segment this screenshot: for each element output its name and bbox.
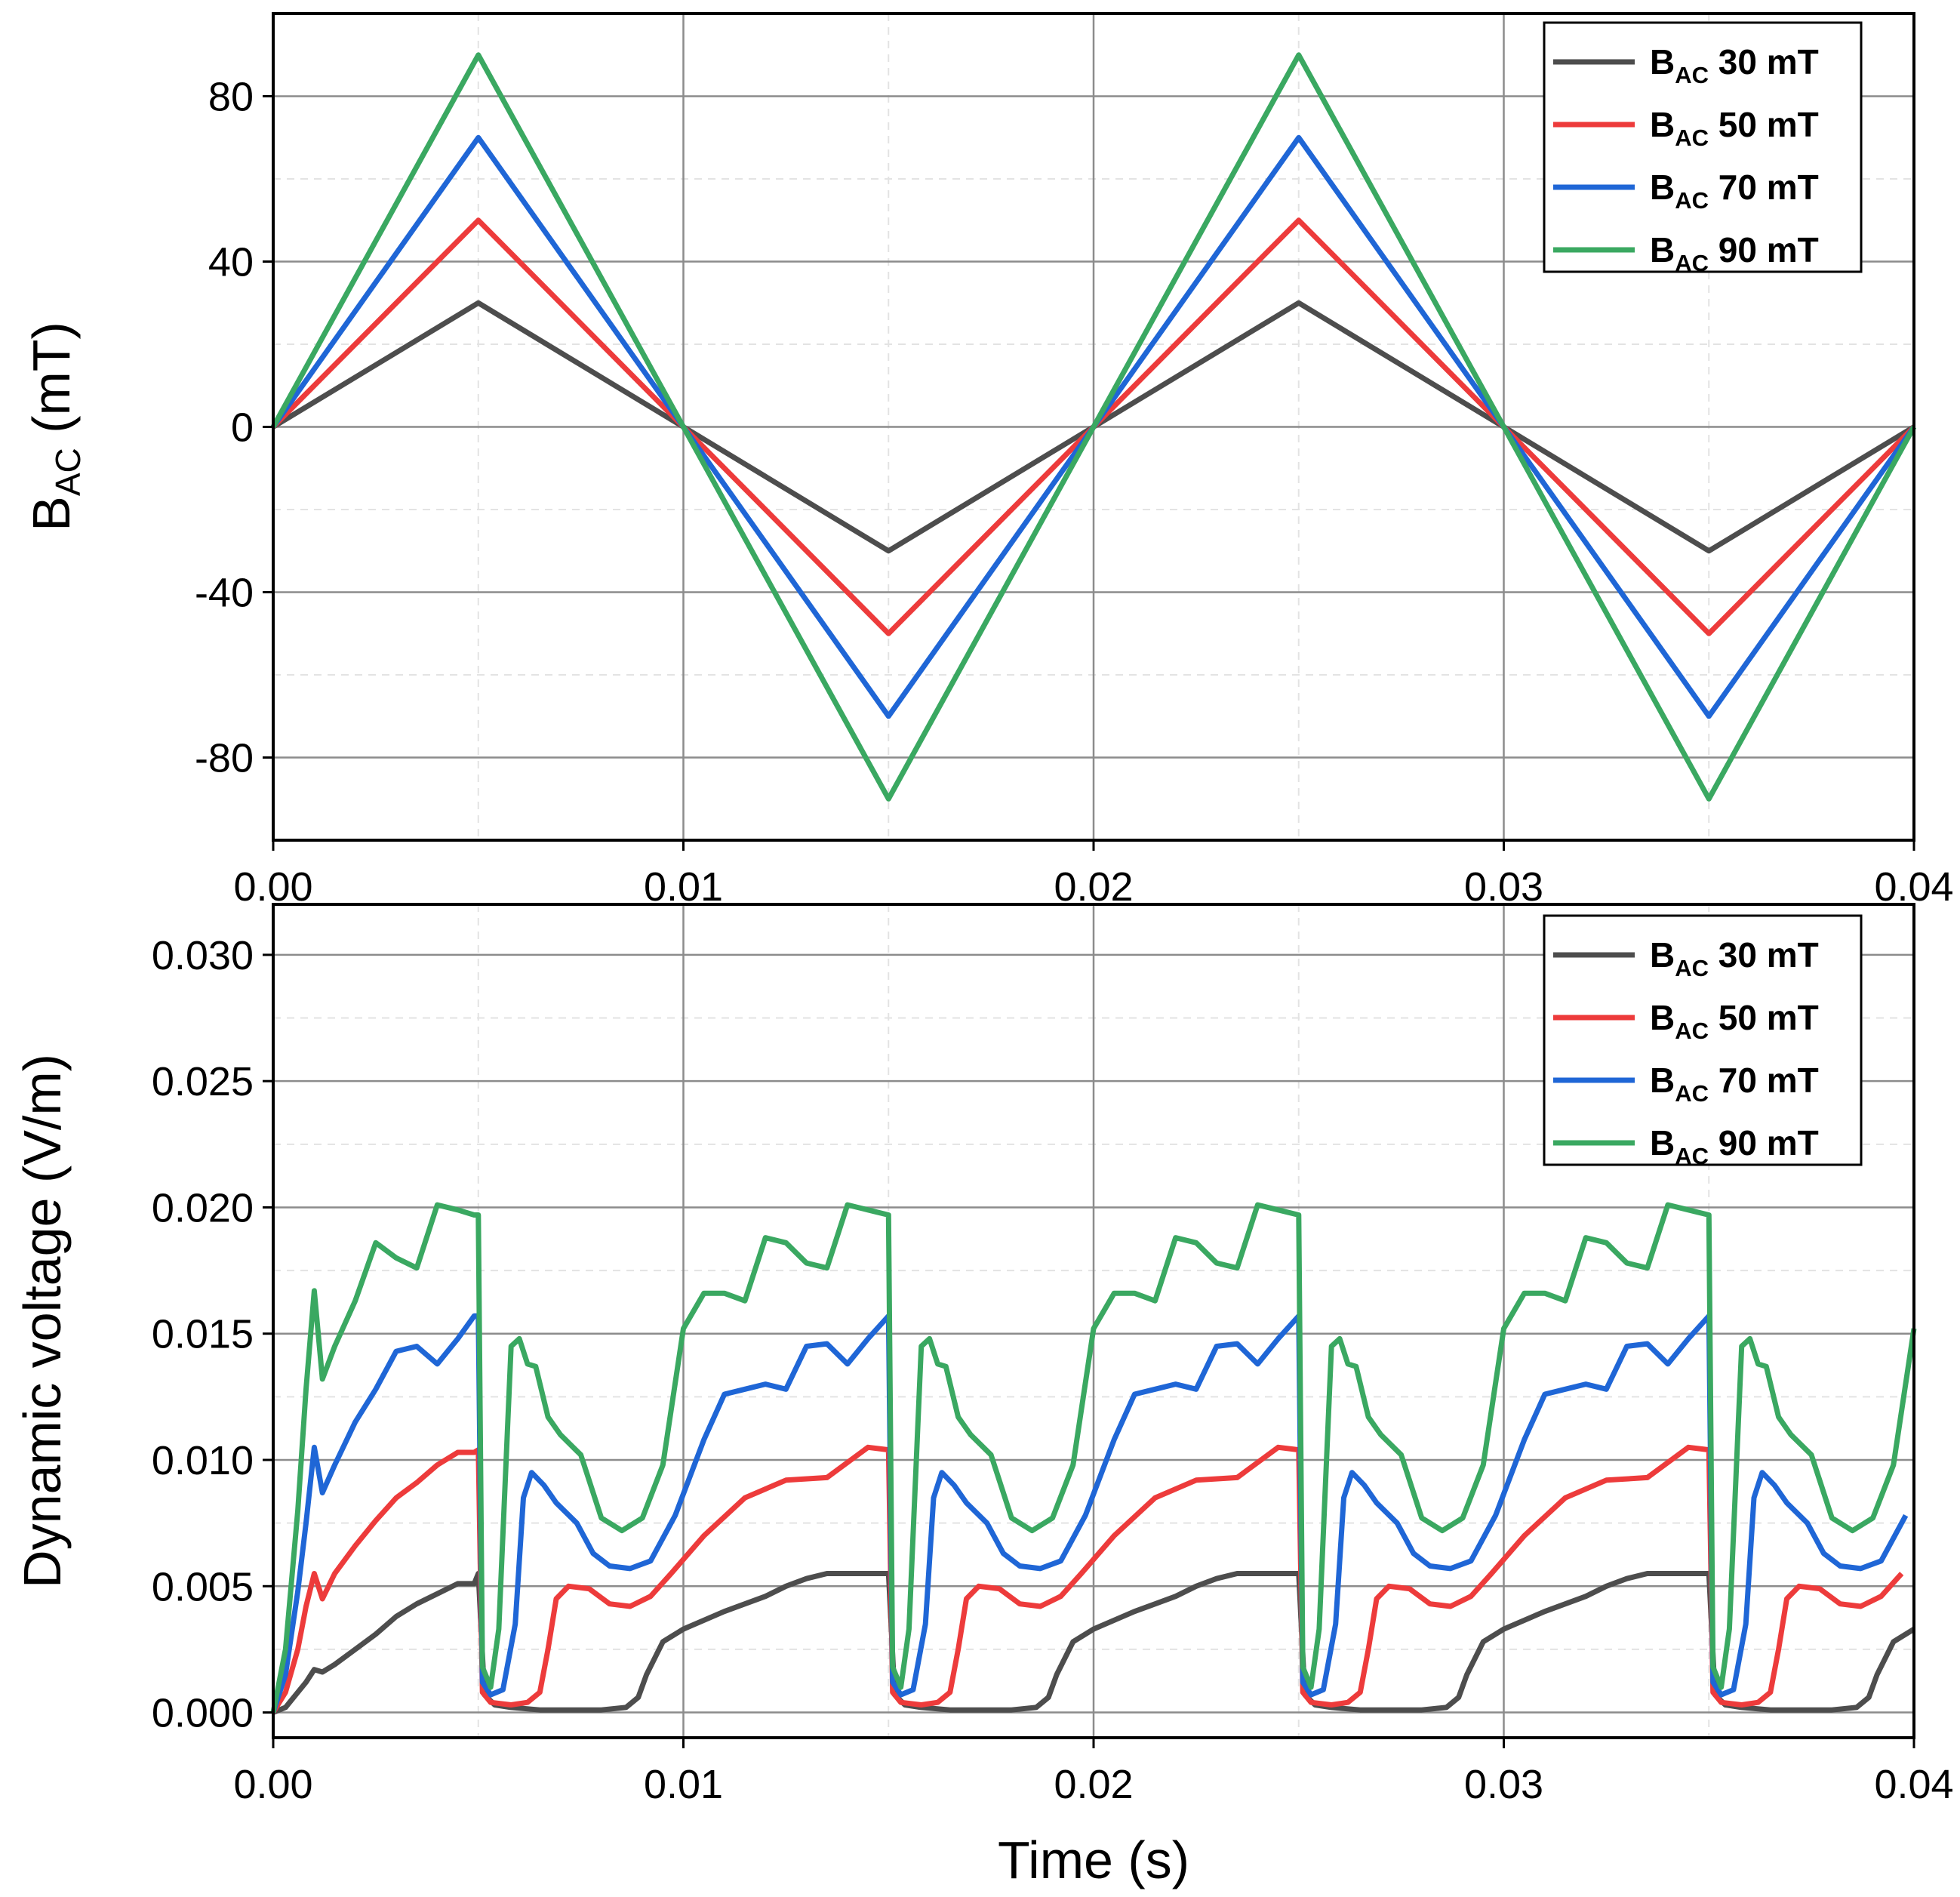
x-tick-label: 0.03 [1464, 864, 1543, 910]
x-tick-label: 0.04 [1874, 864, 1953, 910]
y-tick-label: 0.030 [152, 933, 254, 978]
y-tick-label: 0.025 [152, 1059, 254, 1104]
y-tick-label: 40 [208, 240, 254, 285]
legend-entry: BAC 30 mT [1650, 42, 1819, 88]
y-tick-label: -40 [195, 571, 254, 616]
y-tick-label: 0 [231, 405, 254, 451]
x-tick-label: 0.03 [1464, 1762, 1543, 1807]
x-tick-label: 0.01 [644, 864, 723, 910]
top-legend: BAC 30 mT BAC 50 mT BAC 70 mT BAC 90 mT [1543, 21, 1863, 276]
series-line-90-mT [270, 1202, 1917, 1714]
top-y-axis-title: BAC (mT) [22, 322, 88, 531]
top-series-lines [270, 52, 1917, 802]
top-y-axis-title-main: B [22, 496, 81, 531]
series-line-90-mT [270, 52, 1917, 802]
bottom-x-tick-labels: 0.00 0.01 0.02 0.03 0.04 [233, 1738, 1954, 1807]
x-tick-label: 0.02 [1054, 864, 1133, 910]
legend-entry: BAC 90 mT [1650, 230, 1819, 276]
bottom-chart-panel: 0.030 0.025 0.020 0.015 0.010 0.005 0.000 0.00… [13, 903, 1954, 1889]
bottom-y-axis-title: Dynamic voltage (V/m) [13, 1054, 72, 1588]
legend-entry: BAC 30 mT [1650, 935, 1819, 981]
x-tick-label: 0.01 [644, 1762, 723, 1807]
y-tick-label: -80 [195, 736, 254, 781]
y-tick-label: 0.010 [152, 1438, 254, 1483]
top-y-axis-title-unit: (mT) [22, 322, 81, 448]
x-tick-label: 0.02 [1054, 1762, 1133, 1807]
x-axis-title: Time (s) [998, 1831, 1189, 1889]
legend-entry: BAC 90 mT [1650, 1123, 1819, 1169]
legend-entry: BAC 50 mT [1650, 998, 1819, 1044]
top-chart-panel: 80 40 0 -40 -80 0.00 0.01 0.02 0.03 0.04 BAC (mT… [22, 12, 1954, 910]
legend-entry: BAC 50 mT [1650, 105, 1819, 151]
y-tick-label: 0.005 [152, 1564, 254, 1609]
y-tick-label: 0.000 [152, 1691, 254, 1736]
bottom-legend: BAC 30 mT BAC 50 mT BAC 70 mT BAC 90 mT [1543, 914, 1863, 1169]
legend-entry: BAC 70 mT [1650, 168, 1819, 214]
top-x-tick-labels: 0.00 0.01 0.02 0.03 0.04 [233, 840, 1954, 910]
x-tick-label: 0.00 [233, 1762, 312, 1807]
series-line-70-mT [270, 1313, 1909, 1714]
series-line-30-mT [272, 1571, 1915, 1715]
top-y-axis-title-sub: AC [48, 448, 88, 496]
x-tick-label: 0.04 [1874, 1762, 1953, 1807]
y-tick-label: 0.015 [152, 1312, 254, 1357]
x-tick-label: 0.00 [233, 864, 312, 910]
bottom-series-lines [270, 1202, 1917, 1715]
legend-entry: BAC 70 mT [1650, 1061, 1819, 1107]
y-tick-label: 0.020 [152, 1185, 254, 1230]
top-y-tick-labels: 80 40 0 -40 -80 [195, 75, 273, 781]
bottom-y-tick-labels: 0.030 0.025 0.020 0.015 0.010 0.005 0.000 [152, 933, 273, 1736]
y-tick-label: 80 [208, 75, 254, 120]
